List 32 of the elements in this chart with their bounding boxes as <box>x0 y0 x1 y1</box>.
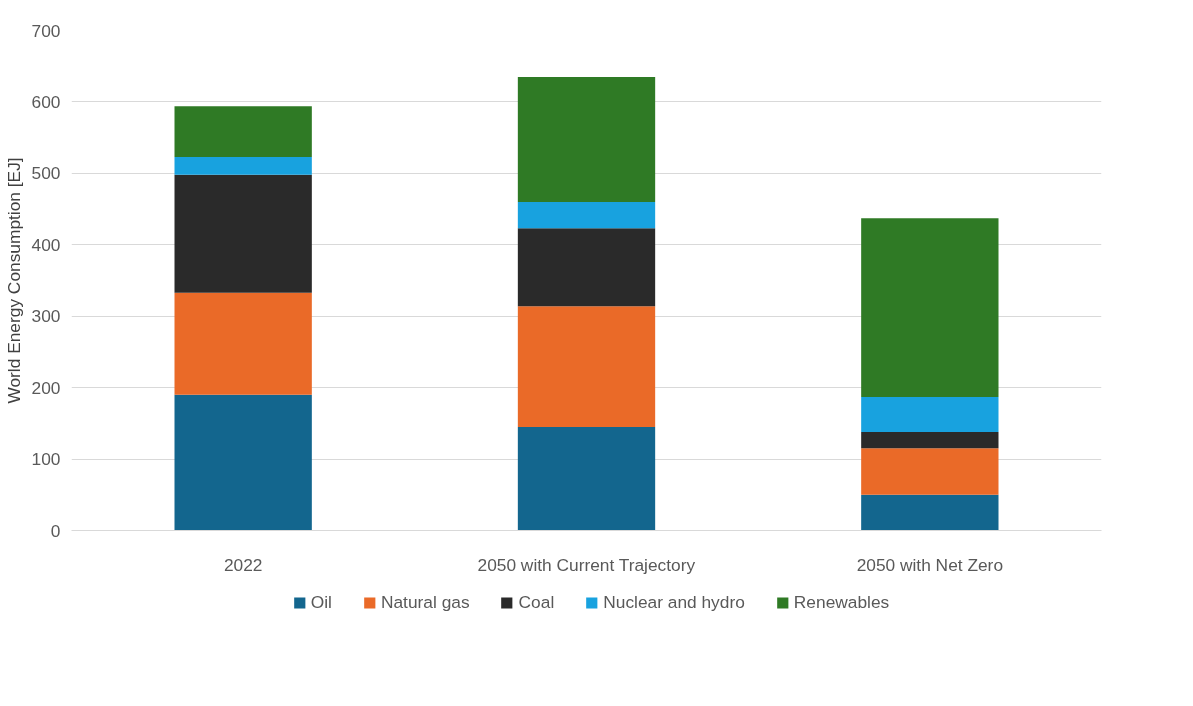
bar <box>517 201 656 229</box>
x-tick-label: 2022 <box>223 554 263 575</box>
bar <box>174 292 312 395</box>
legend-label: Renewables <box>793 591 890 613</box>
bar <box>174 106 312 157</box>
bar <box>861 396 999 432</box>
legend-label: Natural gas <box>380 591 470 613</box>
legend-label: Coal <box>518 591 555 613</box>
bar <box>174 156 312 175</box>
y-tick-label: 500 <box>31 163 61 184</box>
bar <box>517 228 656 307</box>
y-tick-label: 700 <box>31 20 61 41</box>
bar <box>517 76 656 202</box>
y-tick-label: 0 <box>50 520 61 541</box>
bar <box>861 218 999 397</box>
y-tick-label: 400 <box>31 234 61 255</box>
x-tick-label: 2050 with Net Zero <box>856 554 1004 575</box>
y-tick-label: 300 <box>31 306 61 327</box>
bar <box>861 448 999 495</box>
legend-label: Oil <box>310 591 332 613</box>
bar <box>861 494 999 531</box>
bar <box>861 431 999 449</box>
legend-label: Nuclear and hydro <box>603 591 745 613</box>
bar <box>517 306 656 427</box>
bar <box>174 394 312 531</box>
y-tick-label: 600 <box>31 91 61 112</box>
bar <box>517 426 656 531</box>
x-tick-label: 2050 with Current Trajectory <box>477 554 696 575</box>
bar <box>174 174 312 293</box>
y-tick-label: 100 <box>31 449 61 470</box>
y-axis-title: World Energy Consumption [EJ] <box>3 157 24 404</box>
y-tick-label: 200 <box>31 377 61 398</box>
